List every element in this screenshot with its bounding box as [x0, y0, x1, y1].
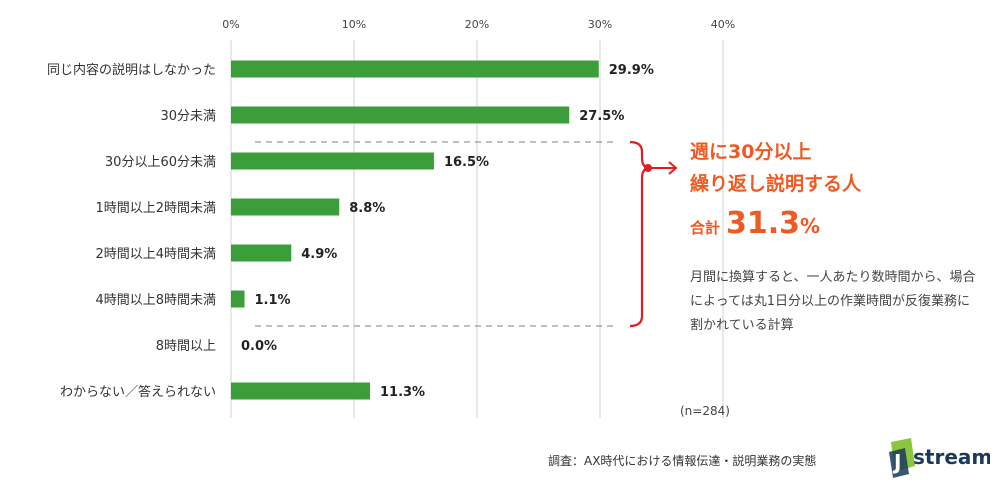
bar [231, 290, 245, 308]
bracket-arrow-head [668, 161, 678, 175]
logo-mark-dark [889, 448, 909, 478]
bar [231, 106, 570, 124]
x-tick-label: 20% [465, 18, 489, 31]
value-label: 0.0% [241, 339, 277, 354]
category-label: 1時間以上2時間未満 [95, 201, 216, 216]
callout-line2: 繰り返し説明する人 [690, 173, 862, 195]
callout-box: 週に30分以上 繰り返し説明する人 合計 31.3% [690, 136, 861, 241]
value-label: 8.8% [349, 201, 385, 216]
x-tick-label: 30% [588, 18, 612, 31]
source-text: 調査：AX時代における情報伝達・説明業務の実態 [548, 454, 817, 468]
bar [231, 244, 292, 262]
callout-total: 合計 31.3% [690, 206, 861, 241]
sample-size: (n=284) [680, 404, 730, 418]
x-tick-label: 10% [342, 18, 366, 31]
logo-text: stream [913, 445, 990, 469]
jstream-logo: J stream [889, 438, 990, 478]
note-text: 月間に換算すると、一人あたり数時間から、場合によっては丸1日分以上の作業時間が反… [690, 270, 976, 333]
callout-total-label: 合計 [690, 219, 721, 237]
category-label: 8時間以上 [156, 339, 216, 354]
bar [231, 198, 340, 216]
callout-total-value: 31.3 [726, 206, 801, 241]
category-label: 同じ内容の説明はしなかった [47, 62, 216, 78]
value-label: 16.5% [444, 155, 489, 170]
bars: 同じ内容の説明はしなかった 29.9% 30分未満 27.5% 30分以上60分未満 16… [47, 60, 654, 400]
grid-lines [230, 40, 724, 418]
callout-line1: 週に30分以上 [690, 141, 812, 163]
bar [231, 382, 370, 400]
bar [231, 152, 434, 170]
x-axis-ticks: 0% 10% 20% 30% 40% [222, 18, 735, 31]
logo-initial: J [892, 450, 901, 474]
x-tick-label: 40% [711, 18, 735, 31]
value-label: 4.9% [301, 247, 337, 262]
category-label: わからない／答えられない [60, 384, 216, 400]
value-label: 27.5% [579, 109, 624, 124]
x-tick-label: 0% [222, 18, 239, 31]
bar [231, 60, 599, 78]
value-label: 29.9% [609, 63, 654, 78]
category-label: 4時間以上8時間未満 [95, 293, 216, 308]
category-label: 30分未満 [160, 109, 216, 124]
value-label: 11.3% [380, 385, 425, 400]
callout-bracket [255, 140, 678, 328]
category-label: 2時間以上4時間未満 [95, 247, 216, 262]
value-label: 1.1% [255, 293, 291, 308]
category-label: 30分以上60分未満 [105, 155, 216, 170]
callout-total-unit: % [800, 214, 821, 238]
